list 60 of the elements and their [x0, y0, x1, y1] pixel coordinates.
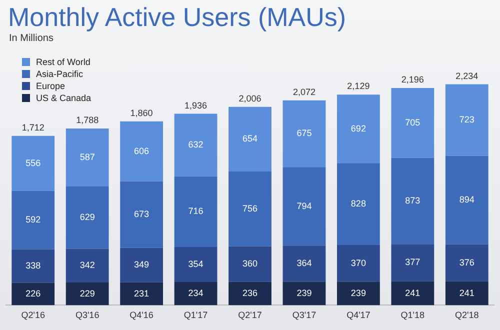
chart-title: Monthly Active Users (MAUs)	[8, 2, 346, 33]
total-label: 1,936	[184, 100, 208, 110]
data-label: 716	[188, 206, 204, 216]
data-label: 239	[296, 288, 312, 298]
data-label: 239	[350, 288, 366, 298]
data-label: 723	[459, 114, 474, 125]
data-label: 376	[459, 257, 474, 268]
data-label: 556	[26, 158, 41, 168]
x-tick-label: Q4'17	[346, 310, 370, 320]
data-label: 342	[80, 260, 95, 270]
legend-label: Europe	[35, 80, 66, 92]
x-tick-label: Q1'18	[400, 310, 425, 320]
data-label: 354	[188, 259, 204, 270]
data-label: 370	[350, 258, 366, 268]
chart-subtitle: In Millions	[9, 33, 54, 44]
total-label: 1,788	[76, 114, 99, 125]
data-label: 828	[350, 198, 366, 209]
data-label: 756	[242, 203, 258, 214]
data-label: 673	[134, 209, 150, 220]
data-label: 675	[296, 128, 312, 138]
x-tick-label: Q1'17	[184, 310, 208, 320]
data-label: 226	[26, 288, 41, 299]
data-label: 349	[134, 260, 150, 270]
data-label: 894	[459, 194, 474, 204]
data-label: 692	[350, 123, 366, 134]
total-label: 2,234	[456, 70, 478, 81]
data-label: 705	[405, 117, 420, 128]
data-label: 236	[242, 288, 258, 298]
x-tick-label: Q4'16	[130, 310, 154, 320]
x-tick-label: Q2'16	[21, 310, 45, 320]
total-label: 1,860	[130, 108, 153, 118]
total-label: 2,006	[238, 93, 262, 104]
data-label: 606	[134, 146, 150, 156]
data-label: 873	[405, 195, 420, 206]
total-label: 2,072	[292, 86, 316, 97]
data-label: 632	[188, 140, 204, 150]
legend-label: Asia-Pacific	[35, 68, 84, 80]
data-label: 592	[26, 214, 41, 225]
data-label: 229	[80, 288, 95, 298]
data-label: 654	[242, 134, 258, 144]
data-label: 587	[80, 152, 95, 162]
total-label: 2,196	[401, 74, 424, 85]
data-label: 234	[188, 288, 204, 298]
x-tick-label: Q3'17	[292, 310, 316, 320]
total-label: 2,129	[347, 81, 370, 92]
legend-label: US & Canada	[35, 92, 92, 104]
legend-label: Rest of World	[35, 56, 92, 68]
x-tick-label: Q2'18	[455, 310, 479, 320]
data-label: 377	[405, 257, 420, 268]
data-label: 338	[26, 260, 41, 271]
data-label: 360	[242, 258, 258, 269]
data-label: 241	[459, 288, 474, 298]
data-label: 629	[80, 212, 95, 222]
data-label: 231	[134, 288, 150, 298]
data-label: 794	[296, 200, 312, 211]
total-label: 1,712	[22, 122, 44, 132]
x-tick-label: Q2'17	[238, 310, 262, 320]
x-tick-label: Q3'16	[75, 310, 100, 320]
data-label: 241	[405, 288, 420, 298]
data-label: 364	[296, 258, 312, 268]
